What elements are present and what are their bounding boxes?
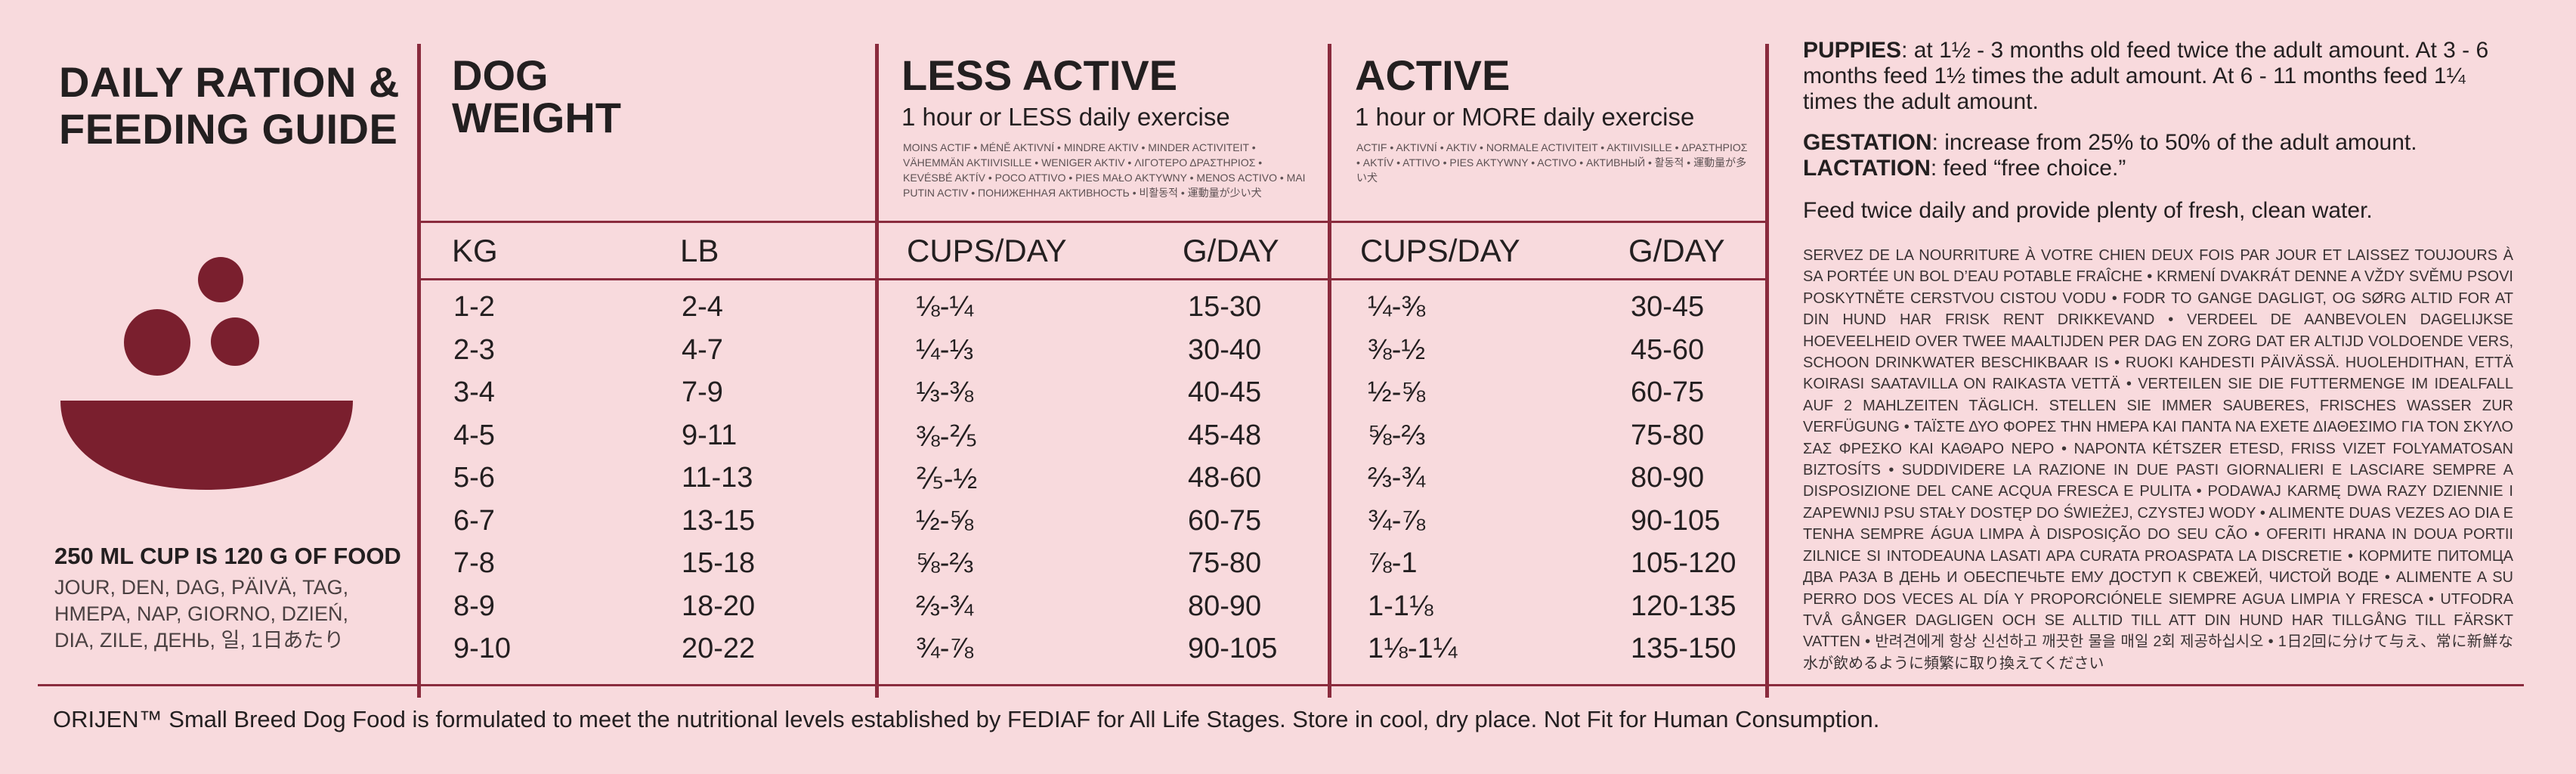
cell-active-grams: 135-150	[1631, 633, 1736, 664]
cell-kg: 5-6	[453, 462, 495, 494]
lactation-text: : feed “free choice.”	[1930, 156, 2126, 181]
cell-active-grams: 75-80	[1631, 419, 1705, 451]
cell-lb: 20-22	[682, 633, 756, 664]
cell-kg: 4-5	[453, 419, 495, 451]
cell-active-cups: ¼-⅜	[1368, 291, 1426, 323]
lactation-label: LACTATION	[1803, 156, 1931, 181]
cell-less-cups: ⅓-⅜	[916, 376, 974, 408]
column-header-lb: LB	[680, 233, 719, 268]
puppies-label: PUPPIES	[1803, 38, 1902, 63]
cell-kg: 8-9	[453, 590, 495, 622]
cell-active-cups: ⅞-1	[1368, 547, 1418, 579]
cell-less-grams: 60-75	[1188, 504, 1262, 537]
cell-active-cups: 1⅛-1¼	[1368, 633, 1458, 664]
cell-lb: 11-13	[682, 462, 753, 494]
cell-less-grams: 15-30	[1188, 291, 1262, 323]
food-ball-icon	[211, 317, 259, 366]
cell-active-cups: ½-⅝	[1368, 376, 1426, 408]
cell-less-grams: 30-40	[1188, 333, 1262, 366]
cell-less-grams: 40-45	[1188, 376, 1262, 408]
cell-active-grams: 60-75	[1631, 376, 1705, 408]
footer-statement: ORIJEN™ Small Breed Dog Food is formulat…	[53, 706, 1880, 732]
bowl-icon	[60, 401, 353, 490]
cell-kg: 2-3	[453, 333, 495, 366]
cell-kg: 6-7	[453, 504, 495, 537]
cell-active-cups: ¾-⅞	[1368, 504, 1426, 537]
cell-lb: 7-9	[682, 376, 723, 408]
table-subheader-rule	[419, 278, 1766, 280]
column-header-active-cups: CUPS/DAY	[1360, 233, 1520, 268]
cell-kg: 3-4	[453, 376, 495, 408]
cup-size-note: 250 ML CUP IS 120 G OF FOOD	[54, 543, 401, 569]
cell-active-grams: 30-45	[1631, 291, 1705, 323]
gestation-label: GESTATION	[1803, 130, 1932, 155]
page-title: DAILY RATION & FEEDING GUIDE	[59, 59, 407, 153]
footer-rule	[38, 684, 2524, 686]
cell-kg: 7-8	[453, 547, 495, 579]
active-subheading: 1 hour or MORE daily exercise	[1355, 103, 1695, 131]
cell-active-grams: 45-60	[1631, 333, 1705, 366]
cell-lb: 2-4	[682, 291, 723, 323]
column-header-less-cups: CUPS/DAY	[907, 233, 1067, 268]
cell-less-cups: ½-⅝	[916, 504, 974, 537]
cell-lb: 15-18	[682, 547, 756, 579]
lactation-note: LACTATION: feed “free choice.”	[1803, 156, 2513, 181]
cell-kg: 1-2	[453, 291, 495, 323]
divider	[875, 44, 879, 698]
puppies-text: : at 1½ - 3 months old feed twice the ad…	[1803, 38, 2489, 114]
cell-active-cups: ⅔-¾	[1368, 462, 1426, 494]
cell-kg: 9-10	[453, 633, 512, 664]
cell-less-cups: ⅖-½	[916, 463, 978, 495]
less-active-subheading: 1 hour or LESS daily exercise	[901, 103, 1230, 131]
puppies-note: PUPPIES: at 1½ - 3 months old feed twice…	[1803, 38, 2513, 115]
food-ball-icon	[124, 309, 190, 376]
cell-lb: 4-7	[682, 333, 723, 366]
per-day-translations: JOUR, DEN, DAG, PÄIVÄ, TAG, HMEPA, NAP, …	[54, 576, 349, 652]
divider	[1328, 44, 1331, 698]
gestation-text: : increase from 25% to 50% of the adult …	[1931, 130, 2417, 155]
cell-less-grams: 75-80	[1188, 547, 1262, 579]
cell-less-cups: ⅝-⅔	[916, 547, 974, 579]
cell-less-grams: 48-60	[1188, 462, 1262, 494]
cell-active-cups: ⅝-⅔	[1368, 419, 1426, 451]
dog-weight-heading: DOG WEIGHT	[452, 51, 621, 141]
cell-active-grams: 120-135	[1631, 590, 1736, 622]
cell-less-grams: 45-48	[1188, 419, 1262, 451]
gestation-note: GESTATION: increase from 25% to 50% of t…	[1803, 130, 2513, 156]
cell-less-grams: 90-105	[1188, 633, 1278, 664]
cell-less-grams: 80-90	[1188, 590, 1262, 622]
cell-less-cups: ⅔-¾	[916, 590, 974, 622]
divider	[417, 44, 421, 698]
column-header-active-grams: G/DAY	[1628, 233, 1725, 268]
less-active-translations: MOINS ACTIF • MÉNĚ AKTIVNÍ • MINDRE AKTI…	[903, 141, 1306, 199]
multilingual-instructions: SERVEZ DE LA NOURRITURE À VOTRE CHIEN DE…	[1803, 247, 2513, 672]
cell-active-grams: 105-120	[1631, 547, 1736, 579]
active-heading: ACTIVE	[1355, 51, 1511, 99]
cell-active-grams: 90-105	[1631, 504, 1721, 537]
cell-lb: 18-20	[682, 590, 756, 622]
bowl-illustration	[60, 257, 353, 490]
cell-less-cups: ⅛-¼	[916, 291, 974, 323]
cell-active-cups: 1-1⅛	[1368, 590, 1433, 622]
feeding-instruction: Feed twice daily and provide plenty of f…	[1803, 198, 2373, 223]
cell-less-cups: ⅜-⅖	[916, 420, 978, 453]
active-translations: ACTIF • AKTIVNÍ • AKTIV • NORMALE ACTIVI…	[1356, 141, 1748, 184]
food-ball-icon	[198, 257, 243, 302]
title-line-1: DAILY RATION &	[59, 58, 400, 106]
column-header-less-grams: G/DAY	[1183, 233, 1279, 268]
less-active-heading: LESS ACTIVE	[901, 51, 1178, 99]
title-line-2: FEEDING GUIDE	[59, 105, 398, 153]
cell-active-grams: 80-90	[1631, 462, 1705, 494]
divider	[1765, 44, 1769, 698]
cell-lb: 13-15	[682, 504, 756, 537]
cell-active-cups: ⅜-½	[1368, 333, 1426, 366]
column-header-kg: KG	[452, 233, 498, 268]
cell-lb: 9-11	[682, 419, 738, 451]
table-header-rule	[419, 221, 1766, 223]
cell-less-cups: ¼-⅓	[916, 333, 974, 366]
cell-less-cups: ¾-⅞	[916, 633, 974, 664]
